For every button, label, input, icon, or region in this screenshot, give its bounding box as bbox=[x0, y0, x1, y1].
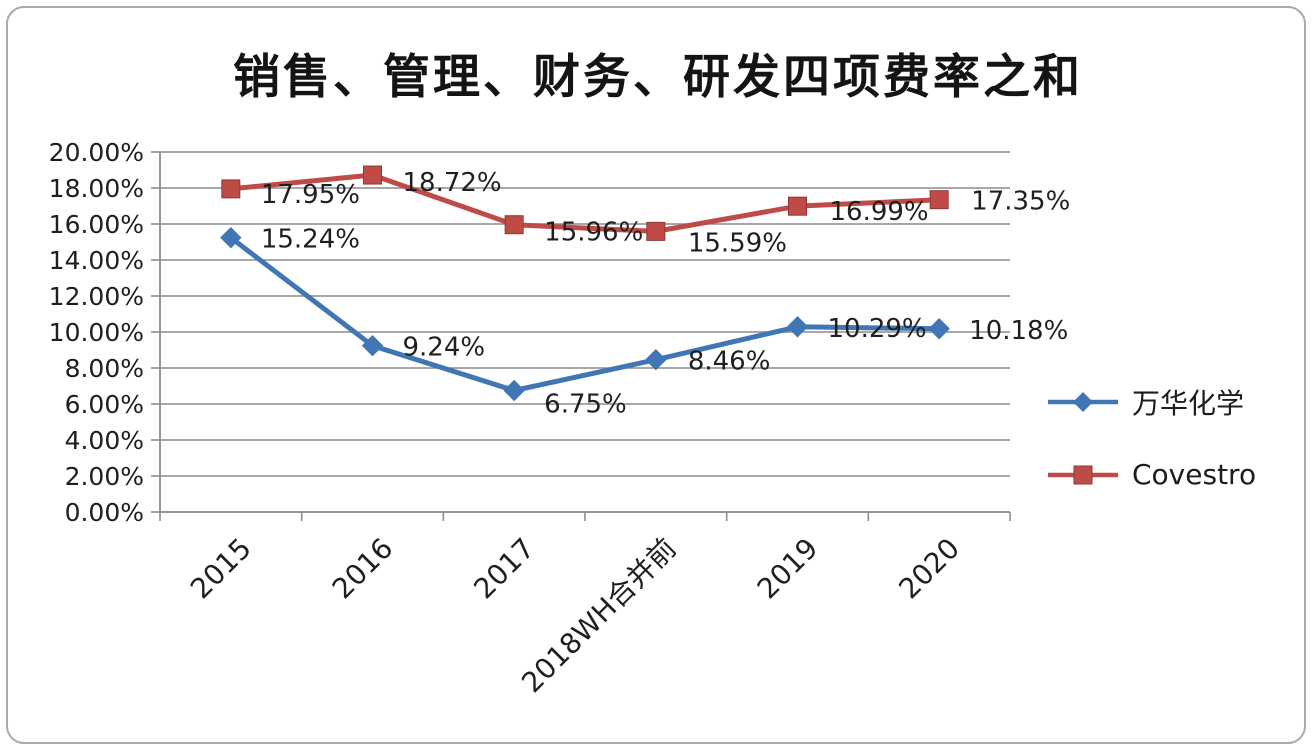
data-point-label: 10.18% bbox=[969, 316, 1068, 346]
data-point-label: 17.35% bbox=[971, 187, 1070, 217]
legend: 万华化学 Covestro bbox=[1046, 382, 1256, 527]
x-axis-category-label: 2015 bbox=[184, 532, 258, 606]
x-axis-category-label: 2019 bbox=[751, 532, 825, 606]
legend-swatch-covestro-square-line-icon bbox=[1048, 465, 1118, 484]
y-axis-tick-label: 4.00% bbox=[65, 426, 144, 455]
data-point-diamond-marker bbox=[220, 226, 242, 249]
y-axis-tick-label: 20.00% bbox=[49, 138, 144, 167]
data-point-label: 8.46% bbox=[688, 347, 771, 377]
legend-swatch-wanhua-diamond-line-icon bbox=[1048, 392, 1118, 412]
data-point-diamond-marker bbox=[928, 318, 950, 340]
data-point-label: 18.72% bbox=[403, 168, 502, 198]
data-point-label: 9.24% bbox=[403, 333, 486, 363]
data-point-label: 10.29% bbox=[828, 314, 927, 344]
data-point-square-marker bbox=[788, 196, 807, 216]
y-axis-tick-label: 0.00% bbox=[65, 498, 144, 527]
data-point-label: 17.95% bbox=[261, 180, 360, 210]
data-point-label: 16.99% bbox=[830, 197, 929, 227]
legend-item-covestro: Covestro bbox=[1046, 458, 1256, 491]
data-point-square-marker bbox=[363, 165, 382, 185]
y-axis-tick-label: 16.00% bbox=[49, 210, 144, 239]
series-line-0 bbox=[228, 235, 942, 393]
legend-label-covestro: Covestro bbox=[1132, 458, 1257, 491]
legend-item-wanhua: 万华化学 bbox=[1046, 382, 1256, 422]
y-axis-tick-label: 12.00% bbox=[49, 282, 144, 311]
y-axis-tick-label: 18.00% bbox=[49, 174, 144, 203]
y-axis-tick-label: 10.00% bbox=[49, 318, 144, 347]
data-point-diamond-marker bbox=[645, 349, 667, 371]
data-point-label: 6.75% bbox=[544, 390, 627, 420]
y-axis-tick-label: 6.00% bbox=[65, 390, 144, 419]
chart-title: 销售、管理、财务、研发四项费率之和 bbox=[233, 50, 1083, 105]
x-axis-category-label: 2017 bbox=[467, 532, 541, 606]
x-axis-category-label: 2016 bbox=[326, 532, 400, 606]
y-axis-tick-label: 8.00% bbox=[65, 354, 144, 383]
data-point-diamond-marker bbox=[361, 334, 384, 357]
data-point-square-marker bbox=[929, 190, 949, 210]
y-axis-tick-label: 14.00% bbox=[49, 246, 144, 275]
data-point-square-marker bbox=[646, 221, 666, 241]
series-line-1 bbox=[228, 172, 942, 234]
data-point-square-marker bbox=[221, 179, 241, 199]
data-point-diamond-marker bbox=[503, 379, 525, 402]
data-point-square-marker bbox=[504, 215, 524, 235]
data-point-label: 15.24% bbox=[261, 225, 360, 255]
x-axis-category-label: 2018WH合并前 bbox=[515, 532, 683, 700]
data-point-diamond-marker bbox=[786, 316, 809, 338]
x-axis-category-label: 2020 bbox=[892, 532, 966, 606]
data-point-label: 15.96% bbox=[544, 218, 643, 248]
legend-label-wanhua: 万华化学 bbox=[1132, 387, 1245, 420]
y-axis-tick-label: 2.00% bbox=[65, 462, 144, 491]
data-point-label: 15.59% bbox=[688, 228, 787, 258]
